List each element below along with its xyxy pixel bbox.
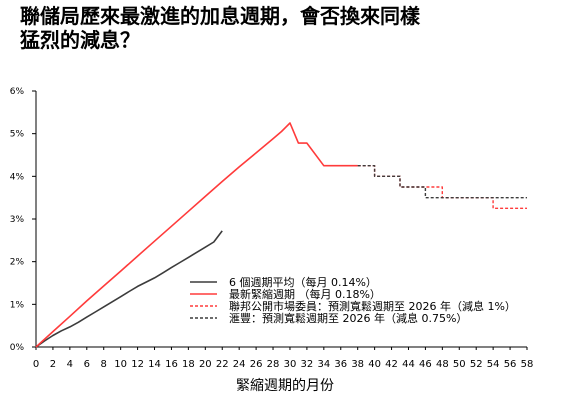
x-tick-label: 48 <box>436 359 449 370</box>
legend-label-1: 6 個週期平均（每月 0.14%） <box>229 275 377 289</box>
x-tick-label: 26 <box>250 359 263 370</box>
y-tick-label: 2% <box>10 258 25 268</box>
x-tick-label: 18 <box>182 359 195 370</box>
chart-legend: 6 個週期平均（每月 0.14%）最新緊縮週期 （每月 0.18%）聯邦公開市場… <box>190 275 516 325</box>
x-axis-label: 緊縮週期的月份 <box>236 378 334 394</box>
x-tick-label: 0 <box>33 359 39 370</box>
x-tick-label: 30 <box>284 359 297 370</box>
series-line-1 <box>35 230 223 348</box>
y-tick-label: 6% <box>10 87 25 97</box>
legend-label-3: 聯邦公開市場委員：預測寬鬆週期至 2026 年（減息 1%） <box>229 299 516 313</box>
x-tick-label: 12 <box>131 359 144 370</box>
x-tick-label: 6 <box>84 359 90 370</box>
x-tick-label: 44 <box>402 359 415 370</box>
y-tick-label: 1% <box>10 300 25 310</box>
x-tick-label: 50 <box>453 359 466 370</box>
y-tick-label: 3% <box>10 215 25 225</box>
x-tick-label: 4 <box>67 359 73 370</box>
x-tick-label: 20 <box>199 359 212 370</box>
x-tick-label: 32 <box>301 359 314 370</box>
y-tick-label: 4% <box>10 172 25 182</box>
series-line-3 <box>357 164 527 210</box>
x-tick-label: 14 <box>148 359 161 370</box>
x-tick-label: 56 <box>504 359 517 370</box>
x-tick-label: 40 <box>368 359 381 370</box>
x-tick-label: 34 <box>317 359 330 370</box>
y-tick-label: 5% <box>10 130 25 140</box>
chart-title: 聯儲局歷來最激進的加息週期，會否換來同樣 猛烈的減息？ <box>20 4 560 52</box>
legend-label-4: 滙豐：預測寬鬆週期至 2026 年（減息 0.75%） <box>229 311 467 325</box>
x-tick-label: 58 <box>521 359 534 370</box>
series-line-4 <box>357 164 527 199</box>
x-tick-label: 52 <box>470 359 483 370</box>
x-tick-label: 24 <box>233 359 246 370</box>
x-tick-label: 38 <box>351 359 364 370</box>
x-tick-label: 36 <box>334 359 347 370</box>
chart-series <box>35 122 527 348</box>
x-tick-label: 42 <box>385 359 398 370</box>
x-tick-label: 16 <box>165 359 178 370</box>
x-tick-label: 8 <box>101 359 107 370</box>
x-tick-label: 10 <box>114 359 127 370</box>
x-tick-label: 46 <box>419 359 432 370</box>
legend-label-2: 最新緊縮週期 （每月 0.18%） <box>229 287 381 301</box>
x-tick-label: 54 <box>487 359 500 370</box>
chart-title-line-1: 聯儲局歷來最激進的加息週期，會否換來同樣 <box>20 4 420 28</box>
y-tick-label: 0% <box>10 343 25 353</box>
x-tick-label: 28 <box>267 359 280 370</box>
chart-title-line-2: 猛烈的減息？ <box>20 28 140 52</box>
x-tick-label: 2 <box>50 359 56 370</box>
x-tick-label: 22 <box>216 359 229 370</box>
series-line-2 <box>35 122 358 348</box>
chart-axes: 0%1%2%3%4%5%6%0 2 4 6 8 10 12 14 16 18 20 22 24 26 28 3… <box>10 87 534 370</box>
